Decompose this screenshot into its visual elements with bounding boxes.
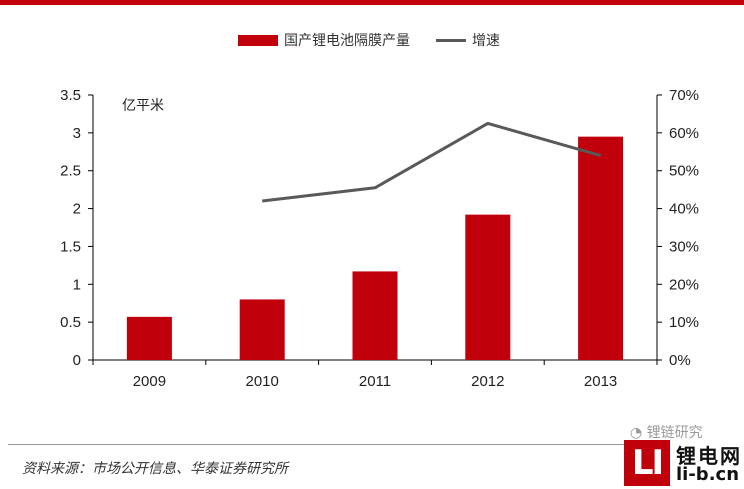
wechat-watermark: ◔ 锂链研究 (630, 422, 744, 442)
top-accent-rule (0, 0, 744, 5)
wechat-icon: ◔ (630, 425, 643, 441)
right-tick-label: 60% (669, 125, 699, 142)
right-tick-label: 40% (669, 201, 699, 218)
bar-production (465, 214, 511, 360)
bar-production (352, 271, 398, 360)
x-tick-label: 2010 (246, 373, 279, 390)
x-tick-label: 2009 (133, 373, 166, 390)
right-tick-label: 30% (669, 238, 699, 255)
left-tick-label: 1.5 (60, 238, 81, 255)
right-tick-label: 20% (669, 276, 699, 293)
wechat-watermark-text: 锂链研究 (646, 425, 703, 441)
left-tick-label: 1 (73, 276, 81, 293)
left-axis-unit-label: 亿平米 (122, 98, 164, 114)
logo-mark: LI (624, 440, 670, 486)
left-tick-label: 0.5 (60, 314, 81, 331)
right-tick-label: 10% (669, 314, 699, 331)
source-note: 资料来源：市场公开信息、华泰证券研究所 (22, 461, 288, 477)
bar-production (239, 299, 285, 360)
logo-site-name: 锂电网 (676, 444, 742, 468)
right-tick-label: 0% (669, 352, 691, 369)
chart-legend: 国产锂电池隔膜产量 增速 (238, 30, 500, 50)
right-tick-label: 70% (669, 87, 699, 104)
left-tick-label: 2 (73, 201, 81, 218)
left-tick-label: 3.5 (60, 87, 81, 104)
bar-production (126, 316, 172, 360)
x-tick-label: 2011 (359, 373, 391, 390)
x-tick-label: 2013 (584, 373, 617, 390)
site-logo: LI 锂电网 li-b.cn (624, 438, 744, 488)
bar-production (578, 136, 624, 360)
growth-rate-line (262, 121, 602, 203)
left-tick-label: 0 (73, 352, 81, 369)
legend-swatch-growth (436, 38, 466, 42)
legend-label-growth: 增速 (472, 33, 500, 49)
left-tick-label: 2.5 (60, 163, 81, 180)
left-tick-label: 3 (73, 125, 81, 142)
logo-site-url: li-b.cn (676, 464, 740, 485)
x-tick-label: 2012 (471, 373, 504, 390)
right-tick-label: 50% (669, 163, 699, 180)
dual-axis-chart: 0 0.5 1 1.5 2 2.5 3 3.5 0% 10% 20% 30% 40% 50% 60% 70% 亿… (60, 87, 699, 390)
legend-swatch-production (238, 34, 278, 46)
source-divider (8, 444, 628, 445)
legend-label-production: 国产锂电池隔膜产量 (284, 33, 410, 49)
